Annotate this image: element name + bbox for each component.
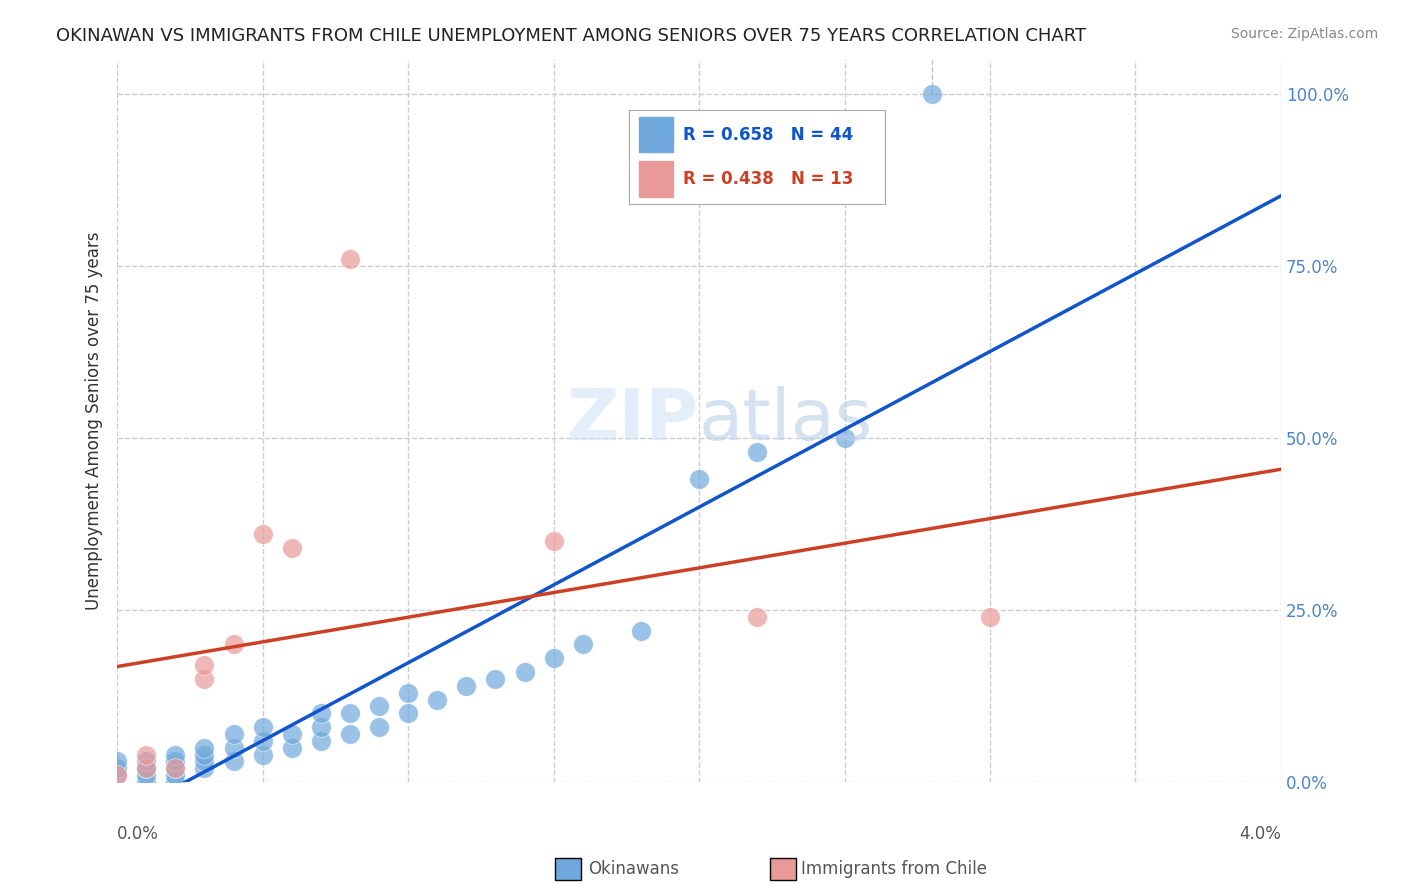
Point [834, 431, 856, 445]
Point [309, 734, 332, 748]
Point [193, 747, 215, 762]
Point [105, 768, 128, 782]
Text: 4.0%: 4.0% [1239, 825, 1281, 844]
Point [747, 610, 769, 624]
Point [339, 706, 361, 721]
Point [165, 775, 187, 789]
Point [339, 252, 361, 267]
Point [193, 761, 215, 775]
Point [543, 534, 565, 549]
Point [309, 706, 332, 721]
Point [339, 727, 361, 741]
Text: 0.0%: 0.0% [117, 825, 159, 844]
Point [252, 734, 274, 748]
Point [135, 775, 157, 789]
Point [105, 755, 128, 769]
Point [252, 747, 274, 762]
Text: Source: ZipAtlas.com: Source: ZipAtlas.com [1230, 27, 1378, 41]
Point [252, 527, 274, 541]
Point [979, 610, 1001, 624]
Point [193, 755, 215, 769]
Point [484, 672, 506, 686]
Point [222, 740, 245, 755]
Point [165, 768, 187, 782]
Point [456, 679, 478, 693]
Point [543, 651, 565, 665]
Point [165, 761, 187, 775]
Point [135, 761, 157, 775]
Y-axis label: Unemployment Among Seniors over 75 years: Unemployment Among Seniors over 75 years [86, 232, 103, 610]
Point [193, 658, 215, 673]
Point [193, 672, 215, 686]
Point [135, 747, 157, 762]
Point [165, 761, 187, 775]
Point [396, 706, 419, 721]
Point [222, 638, 245, 652]
Point [135, 755, 157, 769]
Point [513, 665, 536, 679]
Point [688, 472, 710, 486]
Point [368, 720, 391, 734]
Point [571, 638, 593, 652]
Point [222, 755, 245, 769]
Point [105, 761, 128, 775]
Point [281, 740, 304, 755]
Point [135, 768, 157, 782]
Text: OKINAWAN VS IMMIGRANTS FROM CHILE UNEMPLOYMENT AMONG SENIORS OVER 75 YEARS CORRE: OKINAWAN VS IMMIGRANTS FROM CHILE UNEMPL… [56, 27, 1087, 45]
Point [105, 768, 128, 782]
Point [396, 686, 419, 700]
Point [921, 87, 943, 101]
Point [252, 720, 274, 734]
Point [630, 624, 652, 638]
Text: Immigrants from Chile: Immigrants from Chile [801, 860, 987, 878]
Point [135, 761, 157, 775]
Point [426, 692, 449, 706]
Text: atlas: atlas [699, 386, 873, 455]
Point [281, 727, 304, 741]
Point [309, 720, 332, 734]
Point [222, 727, 245, 741]
Point [368, 699, 391, 714]
Point [281, 541, 304, 556]
Point [747, 445, 769, 459]
Text: Okinawans: Okinawans [588, 860, 679, 878]
Point [165, 755, 187, 769]
Text: ZIP: ZIP [567, 386, 699, 455]
Point [193, 740, 215, 755]
Point [165, 747, 187, 762]
